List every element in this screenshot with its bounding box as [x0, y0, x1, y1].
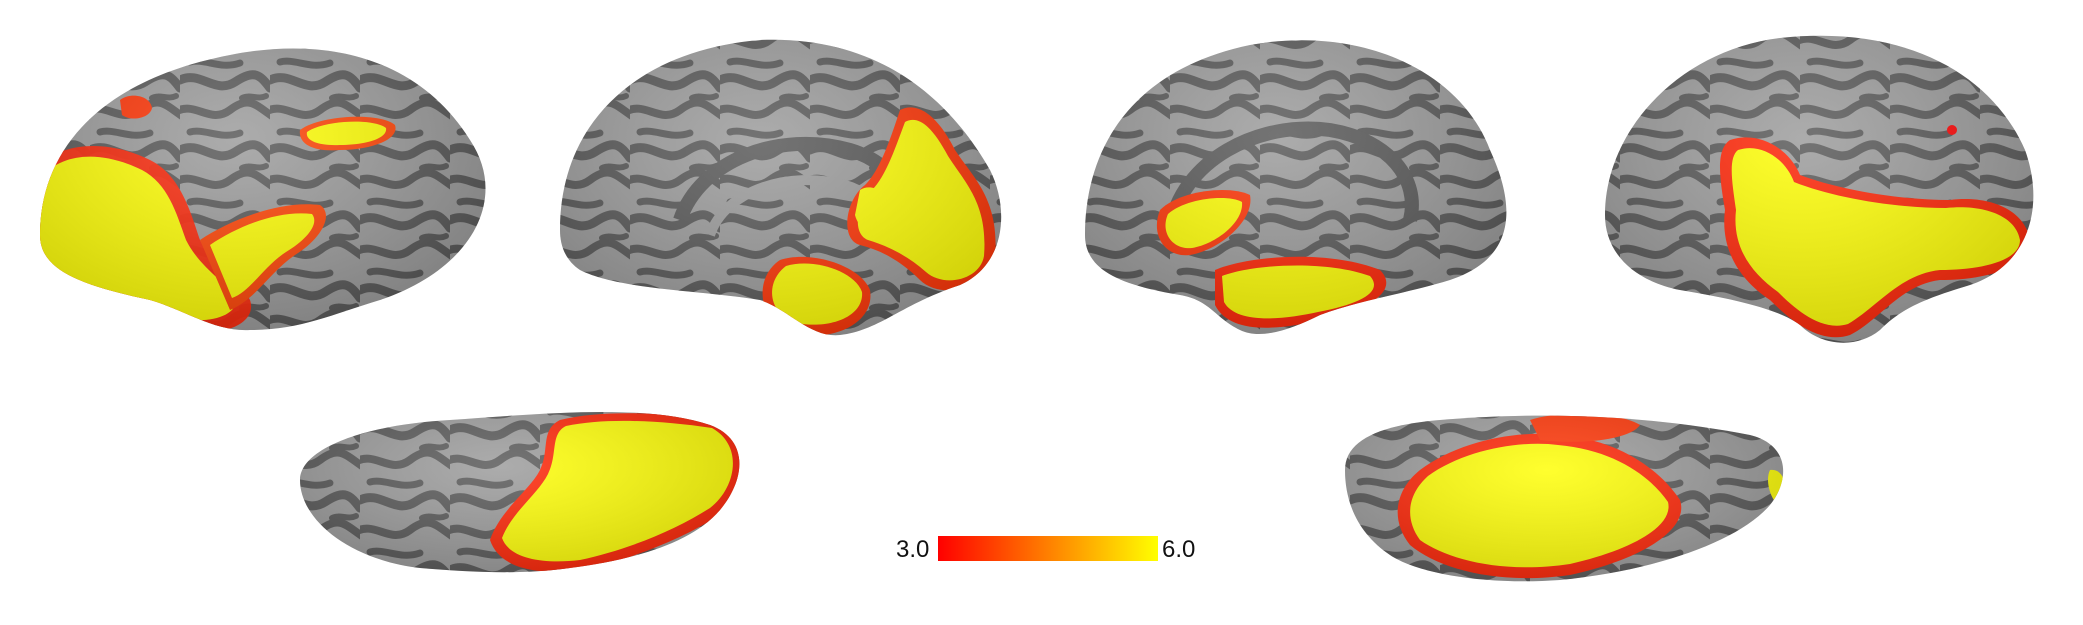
right-lateral-hemisphere [1605, 35, 2034, 343]
left-lateral-hemisphere [40, 48, 486, 331]
right-medial-hemisphere [1085, 40, 1507, 335]
right-ventral-hemisphere [1345, 415, 1784, 582]
left-medial-hemisphere [560, 39, 1002, 336]
colorbar-max-label: 6.0 [1162, 536, 1196, 563]
left-ventral-hemisphere [300, 411, 740, 573]
colorbar-min-label: 3.0 [896, 536, 930, 563]
colorbar-gradient [938, 536, 1158, 561]
colorbar: 3.0 6.0 [880, 530, 1220, 570]
